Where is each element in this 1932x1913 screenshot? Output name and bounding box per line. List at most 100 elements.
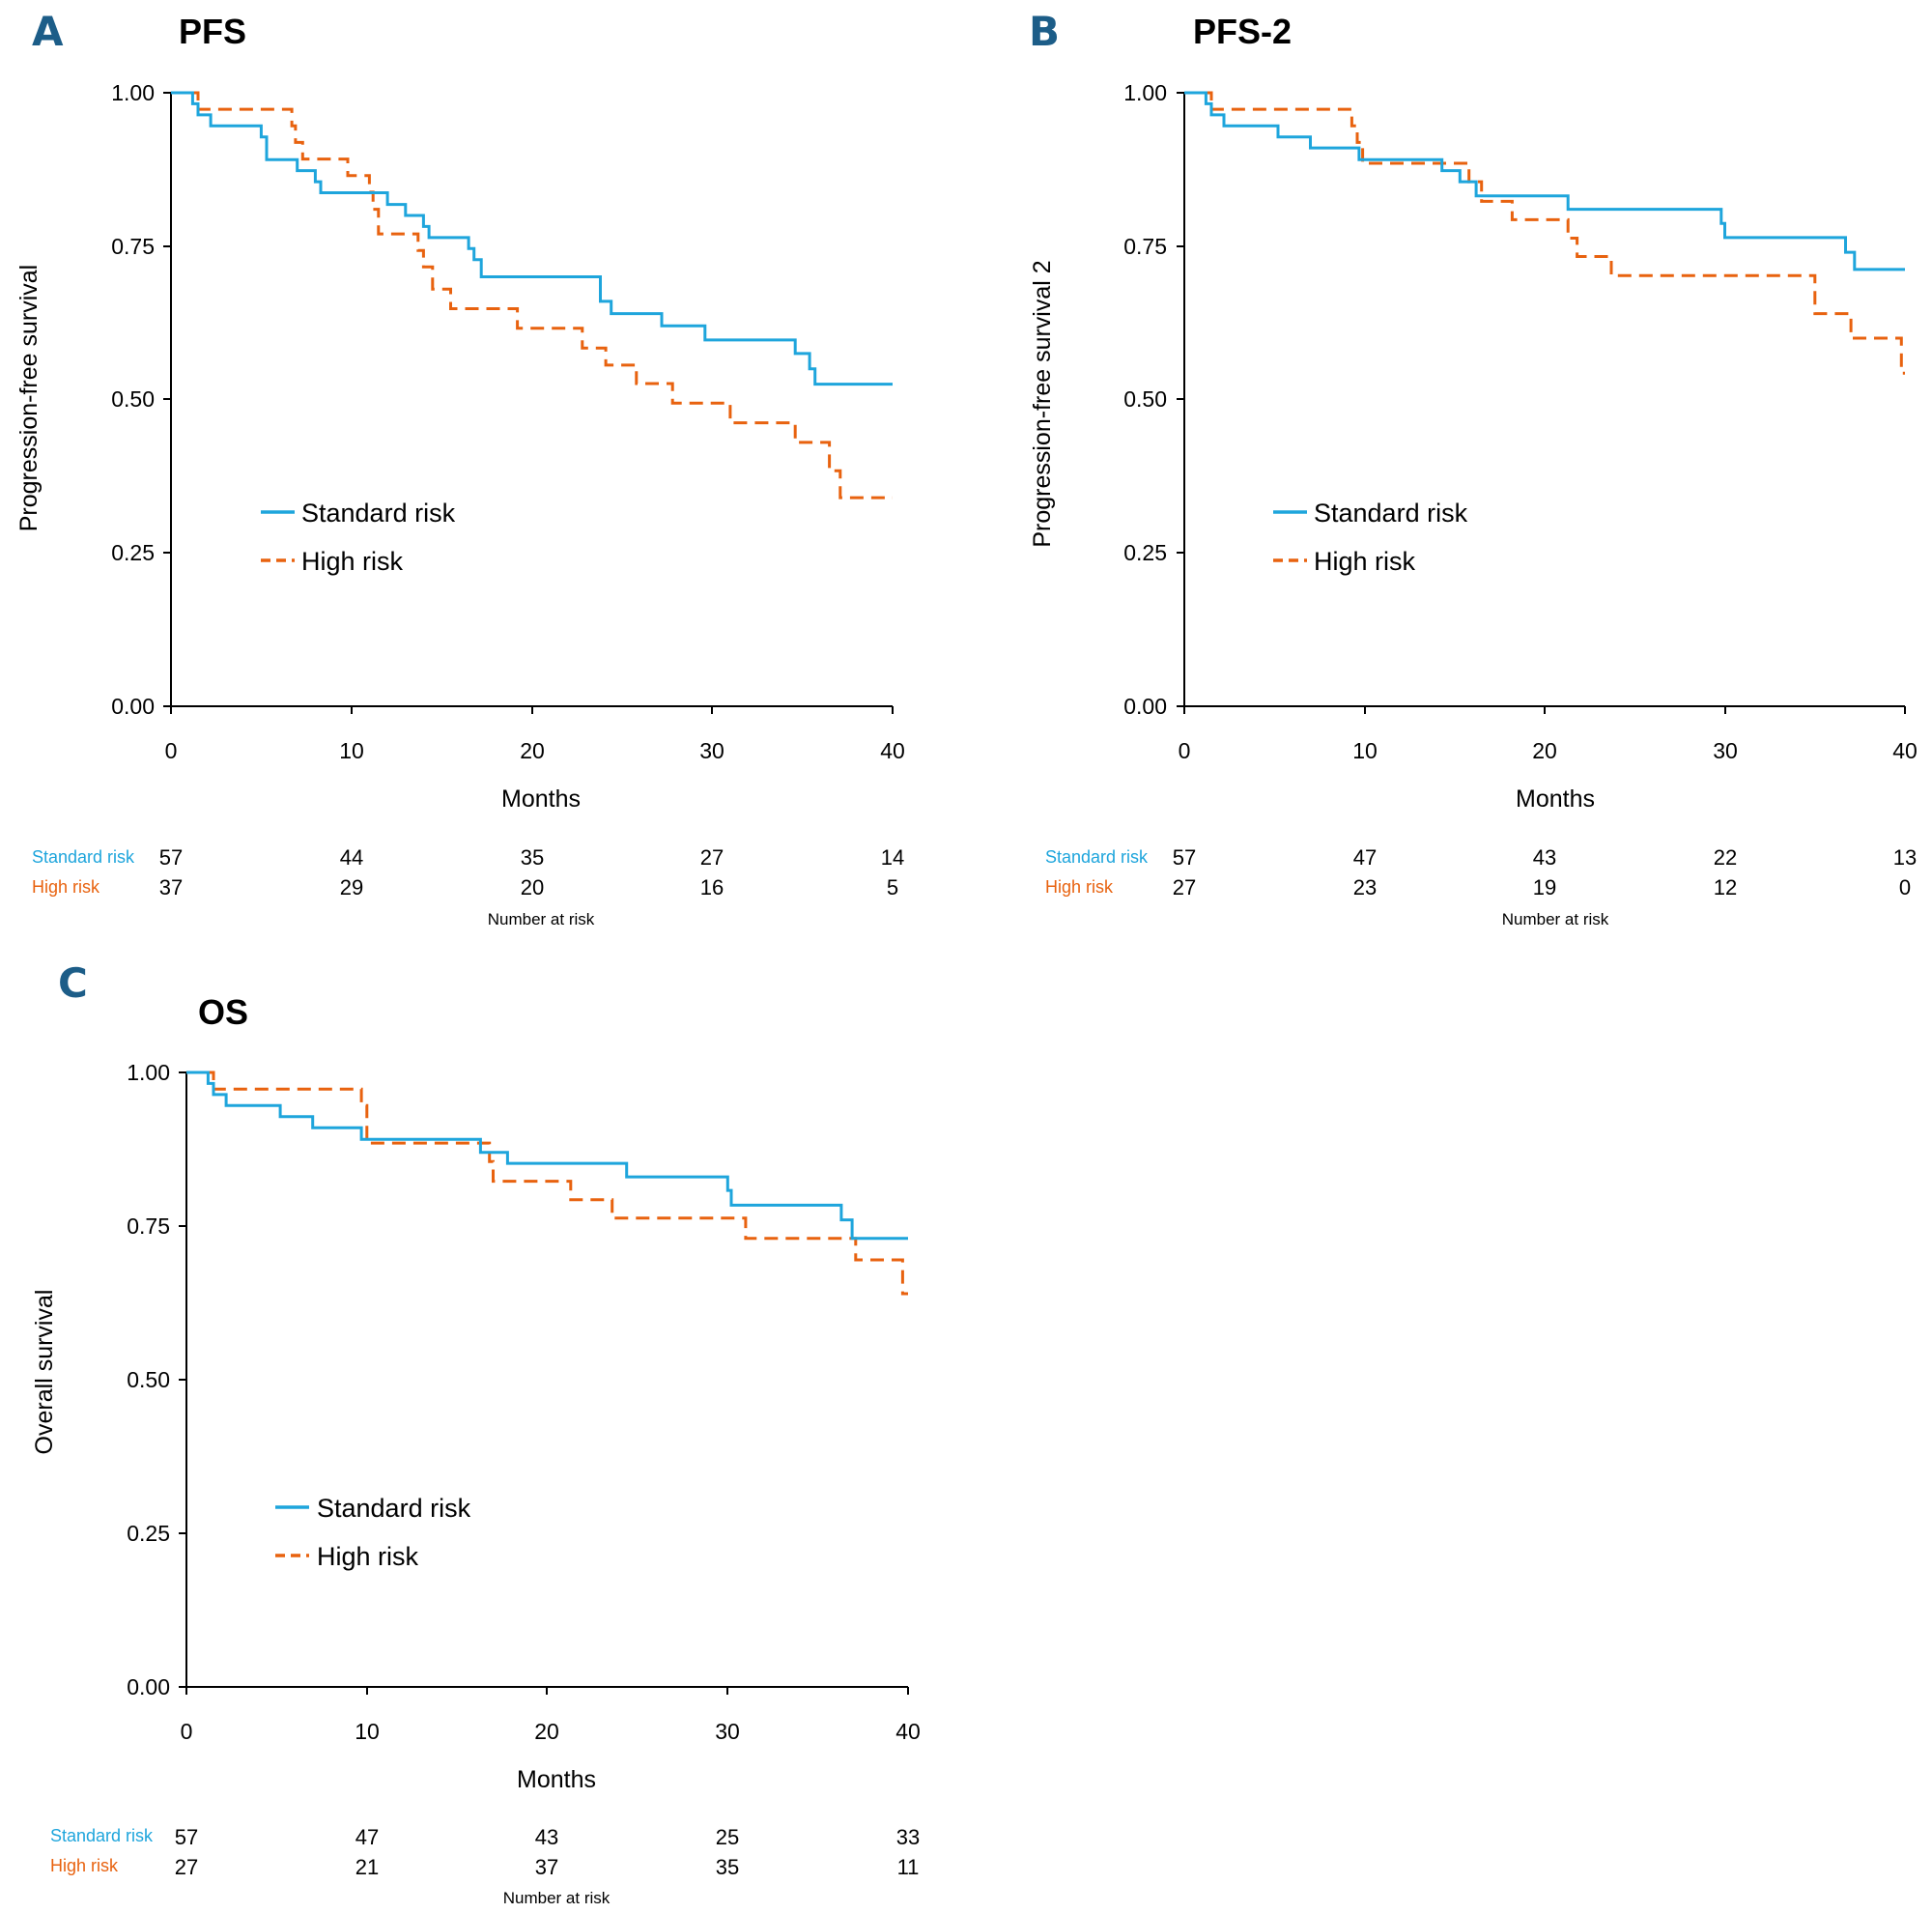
x-tick-label-a-4: 40: [880, 738, 905, 763]
x-tick-label-b-0: 0: [1179, 738, 1191, 763]
x-tick-label-a-0: 0: [165, 738, 178, 763]
x-tick-label-b-3: 30: [1713, 738, 1738, 763]
risk-value: 33: [896, 1825, 920, 1849]
standard-risk-curve-a: [171, 91, 893, 386]
x-tick-label-b-4: 40: [1892, 738, 1918, 763]
y-ticks-c: 0.00 0.25 0.50 0.75 1.00: [127, 1060, 186, 1699]
high-risk-curve-a: [171, 91, 893, 500]
risk-value: 57: [175, 1825, 198, 1849]
risk-row-label-high-b: High risk: [1045, 877, 1114, 897]
risk-value: 0: [1899, 875, 1911, 899]
panel-title-c: OS: [198, 992, 248, 1032]
y-tick-label-a-2: 0.50: [111, 386, 155, 412]
legend-label-standard-c: Standard risk: [317, 1494, 471, 1523]
risk-value: 12: [1714, 875, 1737, 899]
risk-value: 43: [535, 1825, 558, 1849]
risk-row-label-standard-c: Standard risk: [50, 1826, 154, 1845]
y-tick-label-c-4: 1.00: [127, 1060, 170, 1085]
x-tick-label-a-3: 30: [699, 738, 724, 763]
x-tick-label-c-4: 40: [895, 1719, 921, 1744]
risk-row-label-high-a: High risk: [32, 877, 100, 897]
panel-title-b: PFS-2: [1193, 12, 1292, 51]
risk-value: 57: [159, 845, 183, 870]
risk-table-c: Standard risk High risk 57 47 43 25 33 2…: [50, 1825, 920, 1907]
high-risk-curve-c: [186, 1071, 908, 1296]
risk-value: 21: [355, 1855, 379, 1879]
risk-value: 23: [1353, 875, 1377, 899]
x-ticks-b: 0 10 20 30 40: [1179, 706, 1918, 763]
risk-value: 27: [700, 845, 724, 870]
risk-value: 29: [340, 875, 363, 899]
x-tick-label-c-2: 20: [534, 1719, 559, 1744]
legend-c: Standard risk High risk: [275, 1494, 471, 1571]
x-tick-label-c-1: 10: [355, 1719, 380, 1744]
y-tick-label-c-3: 0.75: [127, 1213, 170, 1239]
y-axis-label-b: Progression-free survival 2: [1029, 260, 1056, 547]
y-axis-label-a: Progression-free survival: [15, 265, 43, 532]
risk-value: 22: [1714, 845, 1737, 870]
legend-label-high-c: High risk: [317, 1542, 419, 1571]
risk-row-label-standard-b: Standard risk: [1045, 847, 1149, 867]
standard-risk-curve-b: [1184, 91, 1905, 271]
risk-value: 20: [521, 875, 544, 899]
panel-label-c: C: [58, 959, 88, 1007]
x-tick-label-a-2: 20: [520, 738, 545, 763]
risk-value: 19: [1533, 875, 1556, 899]
risk-value: 35: [716, 1855, 739, 1879]
x-tick-label-b-1: 10: [1352, 738, 1378, 763]
y-tick-label-c-0: 0.00: [127, 1674, 170, 1699]
risk-value: 5: [887, 875, 898, 899]
y-tick-label-b-1: 0.25: [1123, 540, 1167, 565]
x-axis-label-b: Months: [1516, 785, 1595, 813]
y-tick-label-c-2: 0.50: [127, 1367, 170, 1392]
y-tick-label-b-2: 0.50: [1123, 386, 1167, 412]
risk-value: 47: [355, 1825, 379, 1849]
x-tick-label-c-3: 30: [715, 1719, 740, 1744]
y-ticks-b: 0.00 0.25 0.50 0.75 1.00: [1123, 80, 1184, 719]
risk-value: 16: [700, 875, 724, 899]
high-risk-curve-b: [1184, 91, 1905, 375]
y-tick-label-b-0: 0.00: [1123, 694, 1167, 719]
risk-value: 47: [1353, 845, 1377, 870]
legend-label-high-b: High risk: [1314, 547, 1416, 576]
legend-label-standard-a: Standard risk: [301, 499, 456, 528]
risk-table-caption-a: Number at risk: [488, 910, 595, 928]
x-axis-label-a: Months: [501, 785, 581, 813]
risk-value: 43: [1533, 845, 1556, 870]
risk-value: 37: [159, 875, 183, 899]
y-tick-label-a-3: 0.75: [111, 234, 155, 259]
legend-label-standard-b: Standard risk: [1314, 499, 1468, 528]
x-tick-label-b-2: 20: [1532, 738, 1557, 763]
panel-b: B PFS-2 Progression-free survival 2 0.00…: [1029, 8, 1918, 928]
risk-row-label-standard-a: Standard risk: [32, 847, 135, 867]
legend-b: Standard risk High risk: [1273, 499, 1468, 576]
x-axis-label-c: Months: [517, 1766, 596, 1793]
risk-value: 27: [175, 1855, 198, 1879]
risk-table-caption-b: Number at risk: [1502, 910, 1609, 928]
y-tick-label-b-3: 0.75: [1123, 234, 1167, 259]
x-ticks-a: 0 10 20 30 40: [165, 706, 905, 763]
risk-value: 57: [1173, 845, 1196, 870]
y-ticks-a: 0.00 0.25 0.50 0.75 1.00: [111, 80, 171, 719]
y-tick-label-a-4: 1.00: [111, 80, 155, 105]
risk-value: 25: [716, 1825, 739, 1849]
y-tick-label-a-0: 0.00: [111, 694, 155, 719]
y-tick-label-b-4: 1.00: [1123, 80, 1167, 105]
x-tick-label-c-0: 0: [181, 1719, 193, 1744]
risk-table-caption-c: Number at risk: [503, 1889, 611, 1907]
risk-table-a: Standard risk High risk 57 44 35 27 14 3…: [32, 845, 904, 928]
panel-c: C OS Overall survival 0.00 0.25 0.50 0.7…: [31, 959, 921, 1907]
risk-row-label-high-c: High risk: [50, 1856, 119, 1875]
panel-label-a: A: [32, 8, 64, 55]
panel-title-a: PFS: [179, 12, 246, 51]
panel-a: A PFS Progression-free survival 0.00 0.2…: [15, 8, 905, 928]
y-axis-label-c: Overall survival: [31, 1290, 58, 1455]
risk-value: 44: [340, 845, 363, 870]
risk-value: 27: [1173, 875, 1196, 899]
risk-value: 11: [897, 1855, 920, 1879]
y-tick-label-c-1: 0.25: [127, 1521, 170, 1546]
risk-value: 35: [521, 845, 544, 870]
legend-a: Standard risk High risk: [261, 499, 456, 576]
legend-label-high-a: High risk: [301, 547, 404, 576]
